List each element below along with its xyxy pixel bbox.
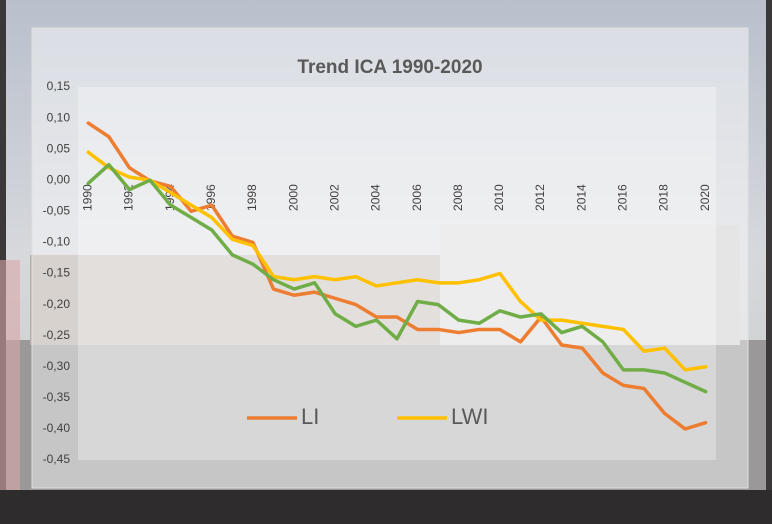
y-tick-label: 0,10 (47, 110, 71, 124)
page: {"chart_data": {"type": "line", "title":… (0, 0, 772, 524)
chart: Trend ICA 1990-2020 0,15 0,10 0,05 0,00 -0,0… (0, 0, 772, 524)
y-tick-label: -0,15 (43, 266, 71, 280)
y-tick-label: 0,00 (47, 172, 71, 186)
y-tick-label: -0,30 (43, 359, 71, 373)
x-tick-label: 2012 (533, 184, 547, 211)
y-tick-label: 0,05 (47, 141, 71, 155)
y-tick-label: -0,35 (43, 390, 71, 404)
x-tick-label: 2000 (286, 184, 300, 211)
y-tick-label: -0,20 (43, 297, 71, 311)
x-tick-label: 2004 (369, 184, 383, 211)
x-tick-label: 1990 (80, 184, 94, 211)
x-tick-label: 2018 (657, 184, 671, 211)
y-tick-label: -0,45 (43, 452, 71, 466)
x-tick-label: 1998 (245, 184, 259, 211)
y-tick-label: 0,15 (47, 79, 71, 93)
legend-label: LWI (451, 404, 488, 429)
x-tick-label: 2006 (410, 184, 424, 211)
x-tick-label: 2008 (451, 184, 465, 211)
x-tick-label: 2010 (492, 184, 506, 211)
y-tick-label: -0,05 (43, 204, 71, 218)
y-tick-label: -0,40 (43, 421, 71, 435)
plot-area (78, 87, 716, 460)
x-tick-label: 2002 (327, 184, 341, 211)
x-tick-label: 2016 (616, 184, 630, 211)
y-tick-label: -0,25 (43, 328, 71, 342)
chart-title: Trend ICA 1990-2020 (297, 57, 482, 78)
x-tick-label: 2014 (574, 184, 588, 211)
x-tick-label: 2020 (698, 184, 712, 211)
y-tick-label: -0,10 (43, 235, 71, 249)
legend-label: LI (301, 404, 319, 429)
